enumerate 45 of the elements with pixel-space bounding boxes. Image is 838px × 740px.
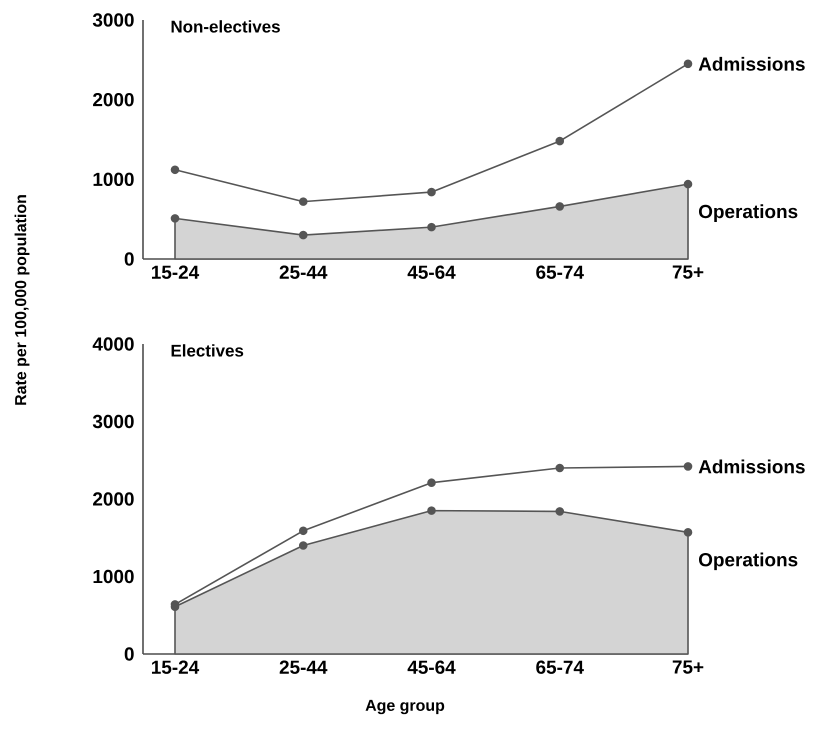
x-tick-label: 25-44	[280, 266, 328, 279]
y-tick-label: 1000	[94, 570, 134, 584]
x-tick-label: 15-24	[152, 660, 200, 674]
x-tick-label: 45-64	[408, 266, 456, 279]
y-axis-title: Rate per 100,000 population	[14, 195, 30, 405]
x-tick-label: 65-74	[536, 660, 584, 674]
point	[684, 60, 692, 68]
point	[298, 526, 308, 536]
y-tick-label: 1000	[94, 172, 134, 186]
x-tick-label: 75+	[672, 660, 704, 674]
y-tick-label: 2000	[93, 492, 134, 506]
x-tick-label: 65-74	[536, 266, 584, 279]
y-tick-label: 4000	[92, 337, 134, 351]
point	[170, 214, 180, 223]
x-tick-label: 75+	[672, 266, 704, 279]
y-tick-label: 3000	[92, 13, 134, 27]
point	[555, 464, 564, 472]
series-label: Admissions	[698, 56, 805, 71]
chart-title: Non-electives	[172, 20, 280, 33]
y-tick-label: 0	[124, 252, 134, 266]
point	[298, 230, 308, 240]
point	[298, 197, 308, 206]
x-tick-label: 15-24	[152, 266, 200, 279]
x-tick-label: 25-44	[280, 660, 328, 674]
series-label: Operations	[698, 204, 798, 222]
series-label: Operations	[698, 552, 798, 570]
x-tick-label: 45-64	[408, 660, 456, 674]
y-tick-label: 3000	[92, 414, 134, 428]
y-tick-label: 0	[124, 647, 134, 661]
x-axis-title: Age group	[366, 700, 444, 714]
point	[170, 165, 180, 174]
point	[555, 507, 564, 516]
point	[684, 180, 692, 188]
series-label: Admissions	[698, 459, 805, 474]
point	[298, 541, 308, 550]
point	[427, 222, 436, 232]
point	[427, 506, 436, 515]
y-tick-label: 2000	[93, 92, 134, 106]
chart-title: Electives	[172, 344, 244, 357]
point	[684, 528, 692, 537]
point	[427, 188, 436, 196]
point	[684, 462, 692, 471]
point	[427, 478, 436, 488]
point	[555, 136, 564, 146]
point	[555, 202, 564, 211]
